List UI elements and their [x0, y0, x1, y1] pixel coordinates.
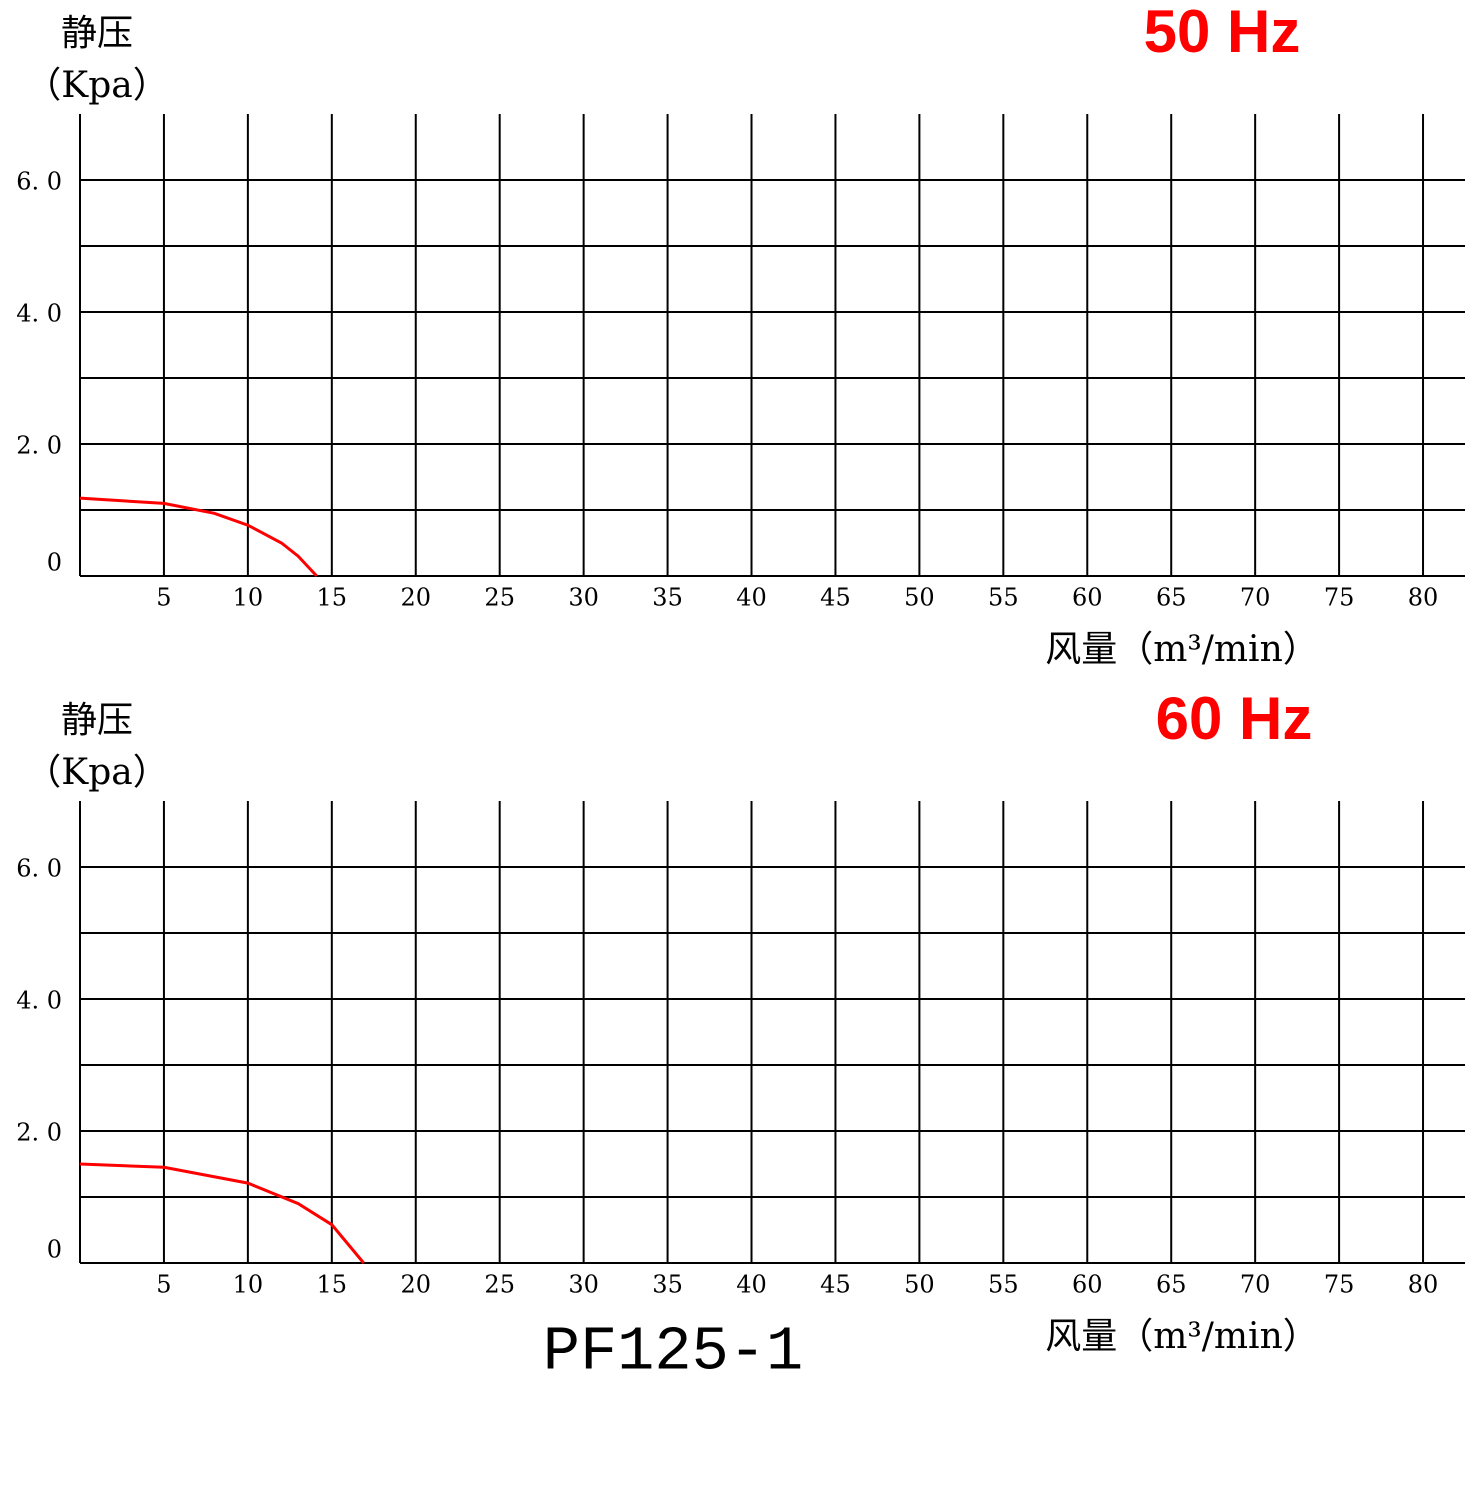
x-tick-label: 50 [904, 584, 935, 612]
chart-title: 50 Hz [1144, 0, 1301, 65]
x-tick-label: 80 [1408, 584, 1439, 612]
y-axis-label: 静压 [61, 700, 133, 741]
y-tick-label: 4. 0 [16, 300, 62, 328]
x-tick-label: 20 [400, 1271, 431, 1299]
x-tick-label: 60 [1072, 584, 1103, 612]
y-axis-unit: （Kpa） [25, 752, 168, 793]
x-axis-label: 风量（m³/min） [1045, 629, 1319, 670]
x-tick-label: 20 [400, 584, 431, 612]
x-tick-label: 10 [233, 584, 264, 612]
x-tick-label: 10 [233, 1271, 264, 1299]
y-tick-label: 0 [47, 549, 62, 577]
x-tick-label: 65 [1156, 584, 1187, 612]
x-tick-label: 30 [568, 584, 599, 612]
x-tick-label: 75 [1324, 1271, 1355, 1299]
x-tick-label: 80 [1408, 1271, 1439, 1299]
y-tick-label: 4. 0 [16, 987, 62, 1015]
model-name: PF125-1 [543, 1316, 803, 1387]
x-tick-label: 5 [156, 584, 171, 612]
curve [79, 1162, 365, 1264]
x-tick-label: 40 [736, 584, 767, 612]
x-tick-label: 60 [1072, 1271, 1103, 1299]
x-tick-label: 45 [820, 1271, 851, 1299]
x-tick-label: 70 [1240, 584, 1271, 612]
y-tick-label: 6. 0 [16, 855, 62, 883]
x-tick-label: 70 [1240, 1271, 1271, 1299]
y-axis-unit: （Kpa） [25, 65, 168, 106]
x-tick-label: 35 [652, 584, 683, 612]
curve [79, 496, 318, 578]
y-tick-label: 0 [47, 1236, 62, 1264]
y-tick-label: 2. 0 [16, 1119, 62, 1147]
x-axis-label: 风量（m³/min） [1045, 1316, 1319, 1357]
x-tick-label: 40 [736, 1271, 767, 1299]
y-tick-label: 6. 0 [16, 168, 62, 196]
x-tick-label: 50 [904, 1271, 935, 1299]
x-tick-label: 25 [484, 584, 515, 612]
x-tick-label: 15 [317, 584, 348, 612]
x-tick-label: 55 [988, 1271, 1019, 1299]
y-tick-label: 2. 0 [16, 432, 62, 460]
x-tick-label: 30 [568, 1271, 599, 1299]
x-tick-label: 75 [1324, 584, 1355, 612]
x-tick-label: 5 [156, 1271, 171, 1299]
y-axis-label: 静压 [61, 13, 133, 54]
x-tick-label: 65 [1156, 1271, 1187, 1299]
x-tick-label: 55 [988, 584, 1019, 612]
x-tick-label: 25 [484, 1271, 515, 1299]
x-tick-label: 15 [317, 1271, 348, 1299]
x-tick-label: 35 [652, 1271, 683, 1299]
x-tick-label: 45 [820, 584, 851, 612]
chart-title: 60 Hz [1156, 685, 1313, 752]
